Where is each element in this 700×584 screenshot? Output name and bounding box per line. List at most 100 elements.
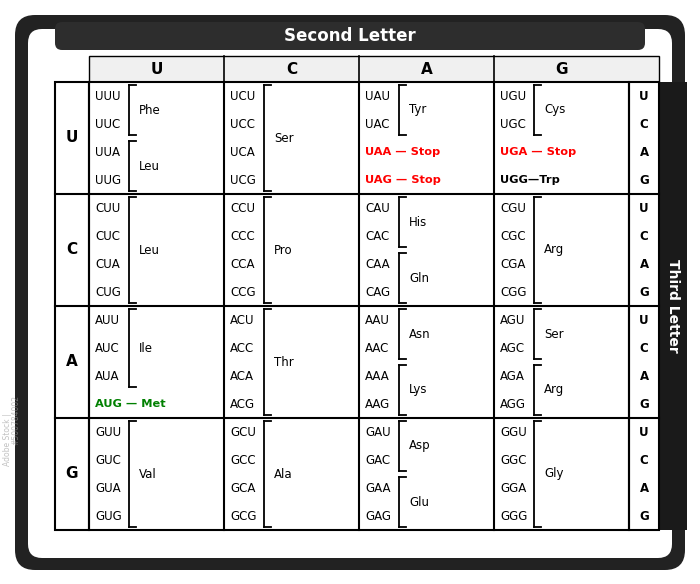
Bar [89,56,659,82]
Text: GGA: GGA [500,481,526,495]
Text: UGG—Trp: UGG—Trp [500,175,560,185]
Text: C: C [640,342,648,354]
Text: ACG: ACG [230,398,255,411]
Text: UAA — Stop: UAA — Stop [365,147,440,157]
Text: U: U [150,61,162,77]
Text: Glu: Glu [409,495,429,509]
Text: CGA: CGA [500,258,526,270]
Bar [89,82,629,530]
Text: GAC: GAC [365,454,390,467]
Text: CUC: CUC [95,230,120,242]
Text: CUU: CUU [95,201,120,214]
Text: Gly: Gly [544,468,564,481]
Text: Arg: Arg [544,244,564,256]
FancyBboxPatch shape [28,29,672,558]
Text: Lys: Lys [409,384,428,397]
Text: U: U [639,89,649,103]
Text: U: U [639,201,649,214]
Text: G: G [639,398,649,411]
Text: A: A [639,145,649,158]
Text: AUA: AUA [95,370,120,383]
Text: A: A [66,354,78,370]
Text: GAG: GAG [365,509,391,523]
Text: UCU: UCU [230,89,256,103]
Text: ACA: ACA [230,370,254,383]
Text: UGC: UGC [500,117,526,130]
Text: AGG: AGG [500,398,526,411]
Text: Ala: Ala [274,468,293,481]
Text: GCU: GCU [230,426,256,439]
Text: GGG: GGG [500,509,527,523]
Text: UAC: UAC [365,117,389,130]
Bar [89,82,629,530]
Text: C: C [640,230,648,242]
Text: GCG: GCG [230,509,256,523]
Text: A: A [639,481,649,495]
Text: CUG: CUG [95,286,121,298]
Text: AUG — Met: AUG — Met [95,399,166,409]
Text: Adobe Stock |: Adobe Stock | [4,413,13,466]
Text: CUA: CUA [95,258,120,270]
Text: C: C [640,117,648,130]
Text: G: G [66,467,78,481]
Text: Asp: Asp [409,440,430,453]
Text: #500784002: #500784002 [11,395,20,445]
Text: AUU: AUU [95,314,120,326]
Text: CAU: CAU [365,201,390,214]
Text: CCU: CCU [230,201,255,214]
Text: UUU: UUU [95,89,120,103]
Text: UUC: UUC [95,117,120,130]
Text: AAC: AAC [365,342,389,354]
Text: CAC: CAC [365,230,389,242]
FancyBboxPatch shape [55,22,645,50]
Text: First Letter: First Letter [61,262,75,350]
Text: GUG: GUG [95,509,122,523]
Text: Leu: Leu [139,159,160,172]
Text: C: C [640,454,648,467]
Text: UGA — Stop: UGA — Stop [500,147,576,157]
Text: GGC: GGC [500,454,526,467]
Text: Ser: Ser [544,328,564,340]
Text: UAU: UAU [365,89,390,103]
Text: Second Letter: Second Letter [284,27,416,45]
Text: Arg: Arg [544,384,564,397]
Text: CGC: CGC [500,230,526,242]
Text: UCG: UCG [230,173,256,186]
Text: GUU: GUU [95,426,121,439]
Text: GCC: GCC [230,454,256,467]
Text: Val: Val [139,468,157,481]
Text: A: A [421,61,433,77]
Text: AGC: AGC [500,342,525,354]
Text: CAA: CAA [365,258,390,270]
Text: UAG — Stop: UAG — Stop [365,175,441,185]
Text: G: G [555,61,568,77]
Text: C: C [66,242,78,258]
Text: U: U [639,314,649,326]
Text: Leu: Leu [139,244,160,256]
Text: AAA: AAA [365,370,390,383]
Text: UGU: UGU [500,89,526,103]
Text: CGU: CGU [500,201,526,214]
Text: His: His [409,215,427,228]
Bar [659,82,687,530]
Text: CCA: CCA [230,258,255,270]
Text: G: G [639,173,649,186]
Text: Cys: Cys [544,103,566,116]
Text: A: A [639,258,649,270]
Text: U: U [639,426,649,439]
Bar [55,82,89,530]
Text: Ser: Ser [274,131,293,144]
Text: GAU: GAU [365,426,391,439]
Text: Pro: Pro [274,244,293,256]
Text: ACC: ACC [230,342,254,354]
Text: UUA: UUA [95,145,120,158]
Text: GUC: GUC [95,454,121,467]
Text: Ile: Ile [139,342,153,354]
Text: Gln: Gln [409,272,429,284]
Text: ACU: ACU [230,314,255,326]
Text: Phe: Phe [139,103,161,116]
Text: A: A [639,370,649,383]
Text: G: G [639,509,649,523]
Text: AAU: AAU [365,314,390,326]
Text: CAG: CAG [365,286,390,298]
